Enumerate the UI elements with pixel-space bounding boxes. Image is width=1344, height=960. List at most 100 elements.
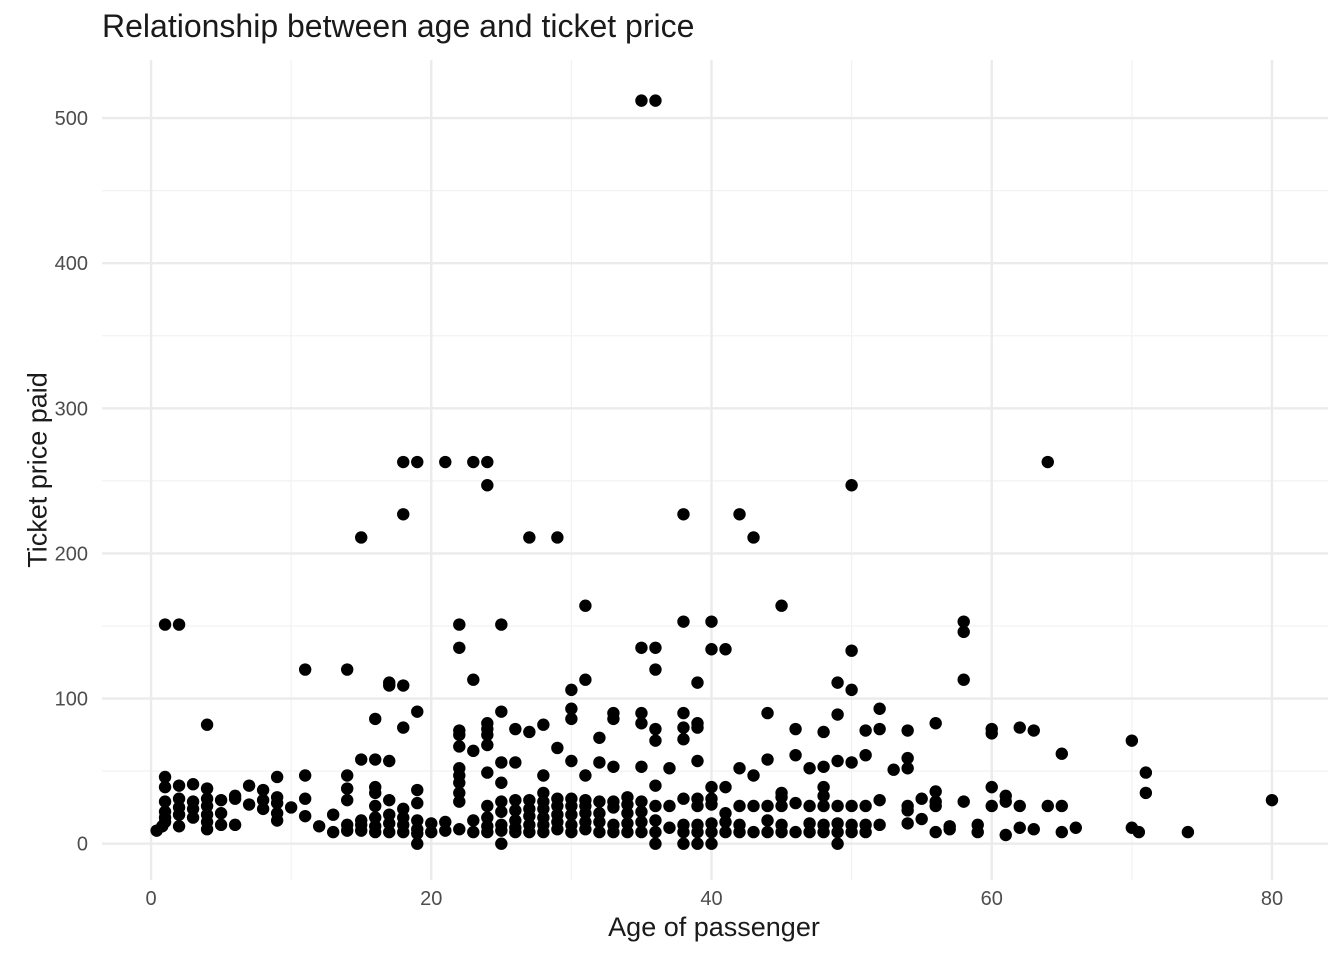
data-point (453, 786, 466, 800)
data-point (156, 820, 169, 833)
data-point (397, 455, 410, 469)
data-point (509, 756, 522, 769)
data-point (326, 808, 340, 821)
data-point (719, 780, 732, 794)
data-point (523, 809, 536, 823)
data-point (383, 808, 396, 821)
data-point (551, 823, 564, 836)
data-point (761, 799, 774, 813)
data-point (649, 641, 662, 654)
data-point (677, 721, 690, 734)
data-point (761, 814, 774, 827)
data-point (453, 728, 466, 742)
data-point (565, 825, 578, 839)
data-point (1125, 734, 1139, 747)
data-point (859, 724, 872, 737)
data-point (901, 817, 914, 830)
y-axis-ticks: 0 100 200 300 400 500 (55, 108, 88, 856)
data-point (481, 455, 494, 469)
data-point (789, 748, 802, 762)
data-point (411, 783, 424, 797)
data-point (397, 802, 410, 816)
data-point (831, 825, 844, 839)
data-point (761, 706, 774, 720)
data-point (1265, 793, 1279, 807)
major-gridlines (102, 60, 1328, 880)
data-point (663, 821, 676, 834)
data-point (817, 725, 830, 739)
data-point (439, 815, 452, 829)
data-point (495, 776, 508, 789)
data-point (635, 641, 648, 654)
data-point (593, 795, 606, 808)
data-point (705, 825, 718, 839)
data-point (397, 721, 410, 734)
data-point (158, 618, 172, 631)
data-point (873, 818, 886, 832)
data-point (649, 734, 662, 747)
data-point (915, 792, 928, 805)
data-point (649, 94, 662, 107)
data-point (999, 828, 1012, 842)
data-point (369, 753, 382, 766)
data-point (649, 722, 662, 736)
data-point (565, 808, 578, 821)
data-point (971, 825, 984, 839)
data-point (411, 796, 424, 810)
data-point (425, 817, 438, 830)
data-point (495, 837, 508, 850)
data-point (579, 673, 592, 686)
data-point (341, 663, 354, 676)
data-point (943, 823, 956, 836)
data-point (831, 676, 844, 689)
data-point (453, 740, 466, 753)
data-point (677, 825, 690, 839)
data-point (228, 818, 242, 832)
data-point (523, 825, 536, 839)
data-point (425, 825, 438, 839)
data-point (775, 799, 788, 813)
data-point (439, 455, 452, 469)
data-point (453, 795, 466, 808)
data-point (593, 807, 606, 820)
data-point (397, 825, 410, 839)
data-point (719, 825, 732, 839)
data-point (733, 825, 746, 839)
data-point (1013, 821, 1026, 834)
data-point (481, 738, 494, 752)
data-point (985, 780, 998, 794)
data-point (985, 799, 998, 813)
data-point (775, 599, 788, 612)
data-point (298, 769, 312, 782)
data-point (649, 825, 662, 839)
data-point (747, 799, 760, 813)
data-point (397, 508, 410, 521)
data-point (621, 817, 634, 830)
y-tick-label: 100 (55, 689, 88, 711)
data-point (747, 769, 760, 782)
data-point (677, 615, 690, 628)
data-point (845, 683, 858, 697)
data-point (298, 792, 312, 805)
data-point (186, 802, 200, 816)
data-point (677, 733, 690, 746)
data-point (817, 780, 830, 794)
data-point (705, 615, 718, 628)
data-point (677, 706, 690, 720)
data-point (1069, 821, 1082, 834)
data-point (621, 825, 634, 839)
data-point (579, 807, 592, 820)
data-point (803, 825, 816, 839)
data-point (411, 827, 424, 840)
data-point (565, 683, 578, 697)
data-point (691, 799, 704, 813)
y-tick-label: 0 (77, 834, 88, 856)
data-point (523, 531, 536, 544)
data-point (789, 825, 802, 839)
data-point (172, 808, 186, 821)
data-point (859, 799, 872, 813)
data-point (495, 756, 508, 769)
data-point (579, 823, 592, 836)
data-point (719, 643, 732, 656)
